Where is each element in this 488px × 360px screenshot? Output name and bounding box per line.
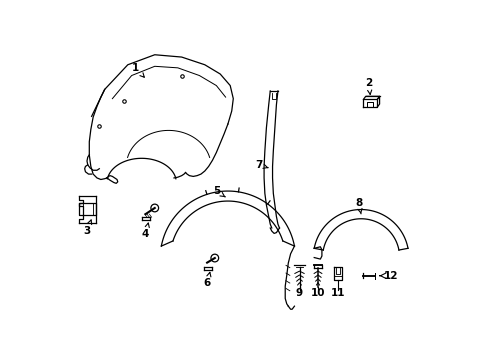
Text: 3: 3 (83, 220, 91, 236)
Text: 12: 12 (384, 271, 398, 281)
Text: 8: 8 (354, 198, 362, 214)
Text: 7: 7 (254, 160, 267, 170)
Text: 9: 9 (295, 288, 303, 298)
Text: 1: 1 (132, 63, 144, 77)
Text: 6: 6 (203, 272, 210, 288)
Text: 10: 10 (310, 288, 325, 298)
Text: 5: 5 (212, 186, 224, 197)
Text: 11: 11 (330, 288, 345, 298)
Text: 2: 2 (365, 78, 372, 94)
Text: 4: 4 (142, 223, 149, 239)
